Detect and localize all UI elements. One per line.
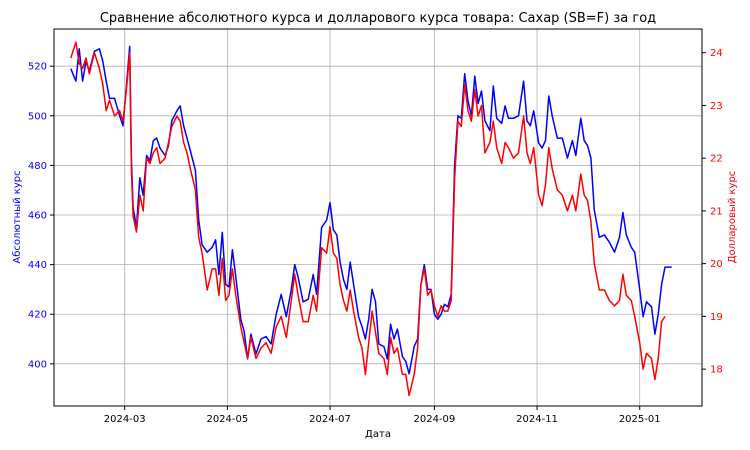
absolute-rate-line [70, 45, 672, 375]
left-y-tick-label: 400 [28, 359, 47, 370]
dollar-rate-line [70, 41, 666, 397]
right-y-axis: 18 19 20 21 22 23 24 [702, 48, 723, 376]
x-axis-label: Дата [365, 429, 391, 440]
left-y-tick-label: 460 [28, 211, 47, 222]
grid [54, 29, 702, 406]
right-y-tick-label: 23 [710, 101, 723, 112]
left-y-axis-label: Абсолютный курс [12, 170, 23, 263]
left-y-tick-label: 420 [28, 310, 47, 321]
right-y-tick-label: 20 [710, 259, 723, 270]
x-tick-label: 2024-03 [104, 414, 146, 425]
left-y-tick-label: 440 [28, 260, 47, 271]
left-y-axis: 400 420 440 460 480 500 520 [28, 62, 54, 370]
left-y-tick-label: 520 [28, 62, 47, 73]
right-y-tick-label: 22 [710, 154, 723, 165]
x-tick-label: 2024-09 [413, 414, 455, 425]
right-y-tick-label: 18 [710, 365, 723, 376]
x-tick-label: 2025-01 [619, 414, 661, 425]
x-tick-label: 2024-07 [309, 414, 351, 425]
chart-title: Сравнение абсолютного курса и долларовог… [100, 11, 656, 26]
right-y-tick-label: 19 [710, 312, 723, 323]
plot-frame [53, 28, 703, 407]
series-layer [70, 41, 672, 397]
right-y-tick-label: 21 [710, 206, 723, 217]
right-y-axis-label: Долларовый курс [727, 171, 738, 264]
x-axis: 2024-03 2024-05 2024-07 2024-09 2024-11 2025-… [104, 406, 661, 425]
left-y-tick-label: 480 [28, 161, 47, 172]
x-tick-label: 2024-05 [206, 414, 248, 425]
left-y-tick-label: 500 [28, 111, 47, 122]
right-y-tick-label: 24 [710, 48, 723, 59]
x-tick-label: 2024-11 [516, 414, 558, 425]
